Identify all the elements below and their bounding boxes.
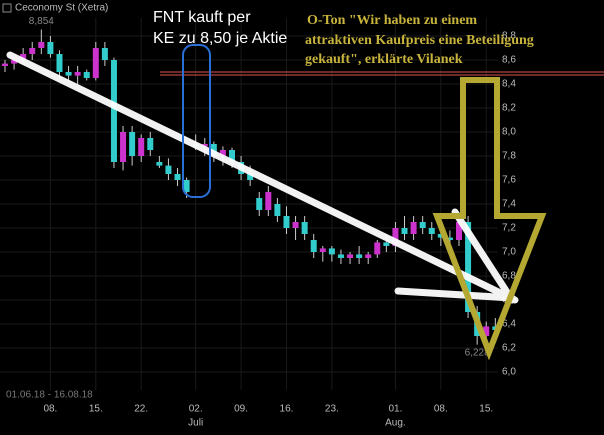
y-tick-label: 6,4 xyxy=(502,319,516,330)
candle-body xyxy=(328,248,335,255)
x-tick-label: 09. xyxy=(234,404,248,415)
candle-body xyxy=(110,60,117,162)
y-tick-label: 6,2 xyxy=(502,343,516,354)
candle-body xyxy=(401,228,408,234)
candle-body xyxy=(428,228,435,234)
month-label: Aug. xyxy=(385,418,406,429)
annotation: O-Ton "Wir haben zu einem xyxy=(307,13,477,28)
candle-body xyxy=(465,222,472,312)
candle-body xyxy=(437,234,444,238)
candle-body xyxy=(446,237,453,240)
candle-body xyxy=(301,222,308,234)
x-tick-label: 15. xyxy=(89,404,103,415)
trend-lines xyxy=(6,51,519,304)
x-tick-label: 15. xyxy=(479,404,493,415)
candle-body xyxy=(92,48,99,78)
y-tick-label: 6,0 xyxy=(502,367,516,378)
candle-body xyxy=(65,72,72,76)
candle-body xyxy=(265,192,272,210)
candle-body xyxy=(337,254,344,258)
candle-body xyxy=(74,72,81,76)
chart-title: Ceconomy St (Xetra) xyxy=(15,3,108,14)
candle-body xyxy=(210,144,217,156)
candle-body xyxy=(283,216,290,228)
x-tick-label: 08. xyxy=(434,404,448,415)
annotation: gekauft", erklärte Vilanek xyxy=(305,52,463,67)
candle-body xyxy=(29,48,36,54)
candle-body xyxy=(392,228,399,246)
candle-body xyxy=(138,138,145,156)
y-tick-label: 7,8 xyxy=(502,151,516,162)
candle-body xyxy=(156,162,163,166)
candle-body xyxy=(2,63,8,66)
candle-body xyxy=(256,198,263,210)
x-tick-label: 01. xyxy=(388,404,402,415)
candle-body xyxy=(292,222,299,228)
extreme-label: 8,854 xyxy=(29,16,54,27)
period: 01.06.18 - 16.08.18 xyxy=(6,390,93,401)
candle-body xyxy=(247,174,254,180)
candle-body xyxy=(174,174,181,180)
candle-body xyxy=(219,150,226,156)
candle-body xyxy=(56,54,63,72)
candle-body xyxy=(147,138,154,150)
annotation: FNT kauft per xyxy=(153,9,251,26)
candle-body xyxy=(419,222,426,228)
candle-body xyxy=(101,48,108,60)
x-tick-label: 08. xyxy=(43,404,57,415)
candle-body xyxy=(38,42,45,48)
candle-body xyxy=(183,180,190,192)
candle-body xyxy=(383,242,390,246)
annotation: attraktiven Kaufpreis eine Beteiligung xyxy=(305,33,534,48)
candle-body xyxy=(374,242,381,255)
x-tick-label: 16. xyxy=(280,404,294,415)
highlight-box xyxy=(182,44,211,198)
candle-body xyxy=(356,254,363,258)
candle-body xyxy=(47,42,54,54)
candle-body xyxy=(201,144,208,147)
y-tick-label: 8,4 xyxy=(502,79,516,90)
y-tick-label: 8,6 xyxy=(502,55,516,66)
y-tick-label: 8,2 xyxy=(502,103,516,114)
candle-body xyxy=(410,222,417,234)
arrow xyxy=(432,77,547,361)
month-label: Juli xyxy=(188,418,203,429)
x-tick-label: 22. xyxy=(134,404,148,415)
candle-body xyxy=(11,60,18,64)
trend-line xyxy=(451,208,516,304)
candle-body xyxy=(310,240,317,252)
y-tick-label: 7,0 xyxy=(502,247,516,258)
candle-body xyxy=(456,222,462,240)
candle-body xyxy=(319,248,326,252)
y-tick-label: 8,0 xyxy=(502,127,516,138)
candle-body xyxy=(120,132,127,162)
x-tick-label: 23. xyxy=(325,404,339,415)
y-tick-label: 7,4 xyxy=(502,199,516,210)
candle-body xyxy=(20,54,27,60)
candle-body xyxy=(365,254,372,258)
candle-body xyxy=(129,132,136,156)
y-tick-label: 7,6 xyxy=(502,175,516,186)
candle-body xyxy=(347,254,354,258)
trend-line xyxy=(6,51,519,304)
candle-body xyxy=(165,165,172,174)
trend-line xyxy=(394,287,516,302)
extreme-label: 6,228 xyxy=(465,347,490,358)
icon xyxy=(2,3,12,13)
x-tick-label: 02. xyxy=(189,404,203,415)
annotation: KE zu 8,50 je Aktie xyxy=(153,30,287,47)
candle-body xyxy=(83,72,90,78)
candle-body xyxy=(229,150,235,162)
y-tick-label: 6,8 xyxy=(502,271,516,282)
y-tick-label: 8,8 xyxy=(502,31,516,42)
candle-body xyxy=(483,326,490,336)
candle-body xyxy=(274,204,281,216)
y-tick-label: 7,2 xyxy=(502,223,516,234)
